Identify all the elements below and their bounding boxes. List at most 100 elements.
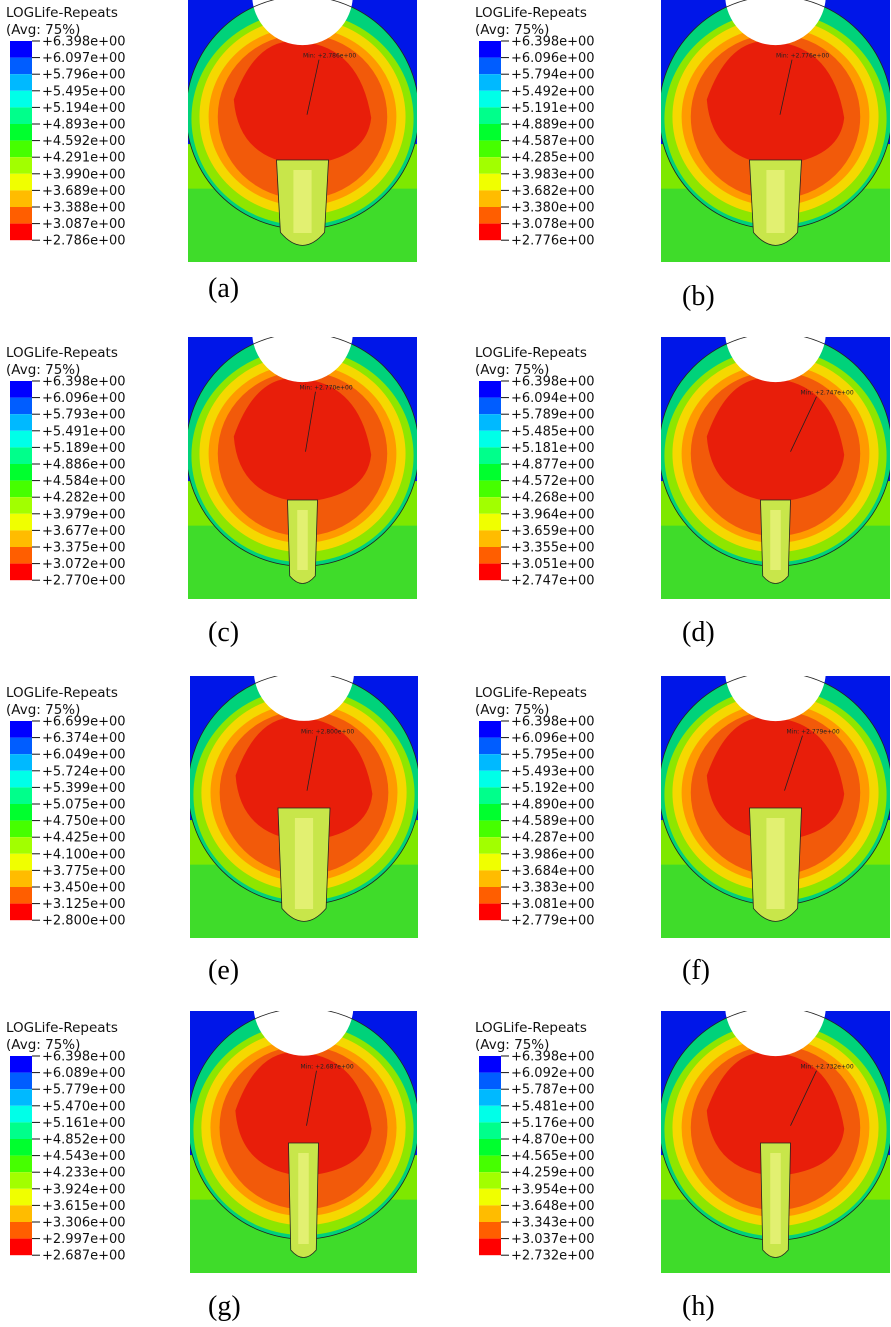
legend-value: +5.793e+00 bbox=[42, 408, 126, 423]
panel-f: LOGLife-Repeats(Avg: 75%)+6.398e+00+6.09… bbox=[475, 676, 890, 986]
legend-swatch bbox=[10, 1072, 32, 1090]
min-label: Min: +2.747e+00 bbox=[801, 390, 854, 397]
legend-value: +3.983e+00 bbox=[511, 167, 595, 182]
legend-value: +5.189e+00 bbox=[42, 441, 126, 456]
legend-value: +3.990e+00 bbox=[42, 167, 126, 182]
legend-value: +3.659e+00 bbox=[511, 524, 595, 539]
min-label: Min: +2.800e+00 bbox=[301, 729, 354, 736]
legend-swatch bbox=[479, 173, 501, 191]
legend-value: +5.192e+00 bbox=[511, 781, 595, 796]
legend-swatch bbox=[10, 1056, 32, 1073]
min-leader-line bbox=[305, 391, 316, 452]
legend-value: +6.398e+00 bbox=[42, 375, 126, 390]
legend-swatch bbox=[10, 223, 32, 241]
legend-value: +5.724e+00 bbox=[42, 764, 126, 779]
legend-swatch bbox=[10, 414, 32, 431]
legend-value: +5.191e+00 bbox=[511, 101, 595, 116]
legend-value: +3.380e+00 bbox=[511, 201, 595, 216]
legend-value: +4.572e+00 bbox=[511, 474, 595, 489]
legend-value: +5.492e+00 bbox=[511, 84, 595, 99]
legend-swatch bbox=[479, 397, 501, 415]
legend-swatch bbox=[479, 530, 501, 547]
panel-e: LOGLife-Repeats(Avg: 75%)+6.699e+00+6.37… bbox=[6, 676, 418, 986]
min-label: Min: +2.687e+00 bbox=[301, 1064, 354, 1071]
legend-value: +3.087e+00 bbox=[42, 217, 126, 232]
legend-value: +3.051e+00 bbox=[511, 557, 595, 572]
panel-h: LOGLife-Repeats(Avg: 75%)+6.398e+00+6.09… bbox=[475, 1011, 890, 1322]
min-leader-line bbox=[306, 735, 318, 791]
legend-swatch bbox=[479, 870, 501, 887]
legend-swatch bbox=[10, 190, 32, 207]
contour-plot: Min: +2.779e+00 bbox=[661, 676, 890, 938]
legend: LOGLife-Repeats(Avg: 75%)+6.398e+00+6.09… bbox=[6, 5, 126, 249]
legend-value: +4.587e+00 bbox=[511, 134, 595, 149]
legend-value: +5.789e+00 bbox=[511, 408, 595, 423]
legend-value: +3.383e+00 bbox=[511, 881, 595, 896]
legend-swatch bbox=[479, 430, 501, 448]
legend-value: +4.890e+00 bbox=[511, 798, 595, 813]
legend-swatch bbox=[10, 547, 32, 564]
legend-title: LOGLife-Repeats bbox=[475, 685, 587, 701]
panel-caption: (b) bbox=[682, 281, 715, 312]
legend-swatch bbox=[10, 853, 32, 871]
legend: LOGLife-Repeats(Avg: 75%)+6.398e+00+6.09… bbox=[475, 345, 595, 589]
legend-value: +4.291e+00 bbox=[42, 151, 126, 166]
min-leader-line bbox=[306, 1070, 317, 1126]
panel-caption: (e) bbox=[208, 955, 239, 986]
legend-swatch bbox=[10, 1238, 32, 1256]
legend-value: +5.176e+00 bbox=[511, 1116, 595, 1131]
legend-swatch bbox=[479, 74, 501, 91]
panel-caption: (c) bbox=[208, 617, 239, 648]
legend-title: LOGLife-Repeats bbox=[6, 1020, 118, 1036]
panel-caption: (d) bbox=[682, 617, 715, 648]
legend-title: LOGLife-Repeats bbox=[6, 345, 118, 361]
legend-value: +3.125e+00 bbox=[42, 897, 126, 912]
legend-value: +4.285e+00 bbox=[511, 151, 595, 166]
legend-value: +3.954e+00 bbox=[511, 1182, 595, 1197]
contour-plot: Min: +2.687e+00 bbox=[190, 1011, 417, 1273]
legend-swatch bbox=[479, 1188, 501, 1206]
legend-average: (Avg: 75%) bbox=[475, 22, 549, 38]
legend-value: +6.398e+00 bbox=[511, 715, 595, 730]
legend-swatch bbox=[10, 90, 32, 108]
legend-swatch bbox=[10, 430, 32, 448]
legend-value: +2.800e+00 bbox=[42, 914, 126, 929]
legend-value: +3.450e+00 bbox=[42, 881, 126, 896]
min-label: Min: +2.776e+00 bbox=[776, 53, 829, 60]
legend-value: +3.375e+00 bbox=[42, 541, 126, 556]
legend: LOGLife-Repeats(Avg: 75%)+6.398e+00+6.09… bbox=[6, 345, 126, 589]
legend-swatch bbox=[479, 207, 501, 224]
legend-value: +6.398e+00 bbox=[511, 1050, 595, 1065]
legend-swatch bbox=[10, 397, 32, 415]
legend-value: +4.565e+00 bbox=[511, 1149, 595, 1164]
legend-swatch bbox=[10, 207, 32, 224]
legend-value: +6.097e+00 bbox=[42, 51, 126, 66]
legend-swatch bbox=[10, 157, 32, 174]
contour-plot: Min: +2.747e+00 bbox=[661, 337, 890, 599]
legend-value: +4.268e+00 bbox=[511, 491, 595, 506]
legend-swatch bbox=[479, 787, 501, 804]
panel-caption: (a) bbox=[208, 273, 239, 304]
legend-swatch bbox=[10, 903, 32, 921]
legend-value: +4.589e+00 bbox=[511, 814, 595, 829]
legend-average: (Avg: 75%) bbox=[475, 1037, 549, 1053]
legend-swatch bbox=[479, 1056, 501, 1073]
legend-value: +4.893e+00 bbox=[42, 118, 126, 133]
legend-value: +3.986e+00 bbox=[511, 847, 595, 862]
legend-value: +5.481e+00 bbox=[511, 1099, 595, 1114]
legend-swatch bbox=[479, 513, 501, 531]
contour-plot: Min: +2.770e+00 bbox=[188, 337, 417, 599]
legend-swatch bbox=[10, 140, 32, 158]
legend-swatch bbox=[479, 57, 501, 75]
legend-swatch bbox=[10, 107, 32, 124]
legend-title: LOGLife-Repeats bbox=[6, 685, 118, 701]
legend-value: +5.399e+00 bbox=[42, 781, 126, 796]
legend-value: +3.306e+00 bbox=[42, 1216, 126, 1231]
legend-swatch bbox=[479, 853, 501, 871]
legend-value: +5.194e+00 bbox=[42, 101, 126, 116]
legend-value: +3.343e+00 bbox=[511, 1216, 595, 1231]
legend-swatch bbox=[10, 1089, 32, 1106]
legend-value: +5.779e+00 bbox=[42, 1083, 126, 1098]
legend-title: LOGLife-Repeats bbox=[475, 345, 587, 361]
legend-value: +5.495e+00 bbox=[42, 84, 126, 99]
